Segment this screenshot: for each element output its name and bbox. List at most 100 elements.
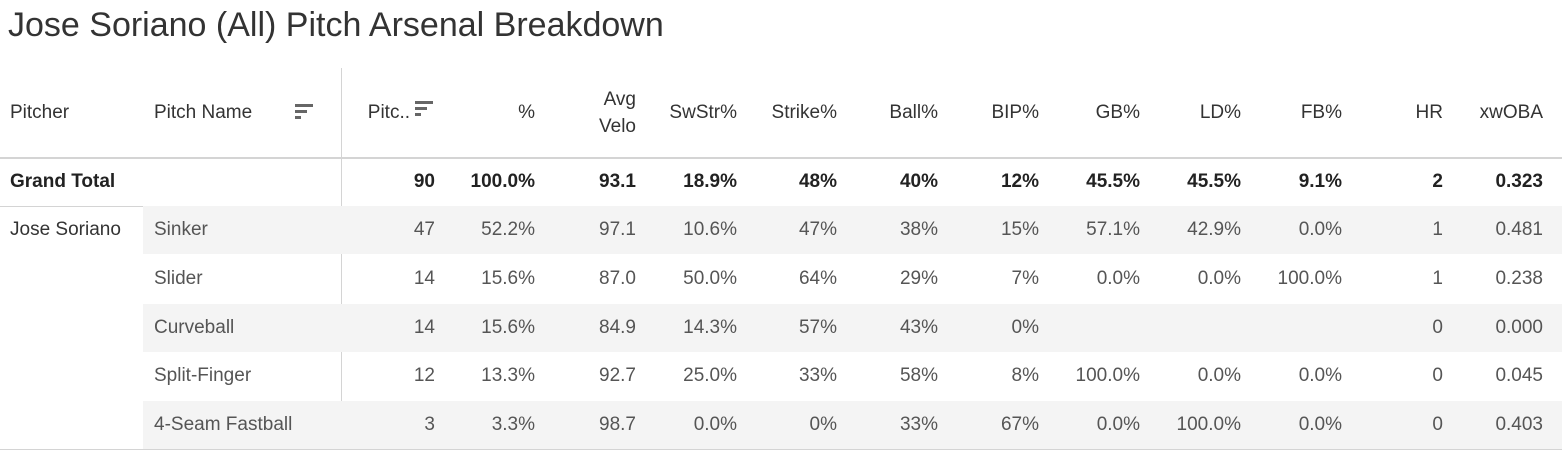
table-cell: 84.9 [599, 317, 636, 338]
table-cell: 0.0% [1096, 268, 1140, 289]
table-cell: 15.6% [481, 317, 535, 338]
table-cell: 8% [1011, 365, 1039, 386]
column-header[interactable]: FB% [1300, 102, 1342, 123]
row-label: 4-Seam Fastball [154, 414, 293, 435]
table-cell: 12% [1000, 171, 1039, 192]
table-cell: 48% [798, 171, 837, 192]
table-cell: 90 [413, 171, 435, 192]
table-cell: 0.0% [1298, 365, 1342, 386]
table-cell: 29% [899, 268, 938, 289]
column-header[interactable]: Ball% [889, 102, 938, 123]
table-cell: 1 [1432, 268, 1443, 289]
column-header[interactable]: Avg Velo [599, 89, 636, 137]
column-header[interactable]: Pitc.. [367, 102, 410, 123]
table-cell: 0.0% [1197, 268, 1241, 289]
table-cell: 92.7 [599, 365, 636, 386]
table-cell: 2 [1432, 171, 1443, 192]
table-cell: 0.0% [1197, 365, 1241, 386]
table-cell: 18.9% [683, 171, 737, 192]
table-cell: 0.481 [1495, 219, 1543, 240]
table-cell: 0% [1011, 317, 1039, 338]
table-cell: 47% [798, 219, 837, 240]
row-label: Grand Total [10, 171, 116, 192]
table-cell: 3.3% [491, 414, 535, 435]
column-header[interactable]: Pitch Name [154, 102, 253, 123]
table-cell: 33% [798, 365, 837, 386]
table-cell: 98.7 [599, 414, 636, 435]
column-header[interactable]: xwOBA [1479, 102, 1543, 123]
table-cell: 13.3% [481, 365, 535, 386]
table-cell: 0.045 [1495, 365, 1543, 386]
column-header[interactable]: Pitcher [10, 102, 70, 123]
row-label: Split-Finger [154, 365, 252, 386]
table-cell: 67% [1000, 414, 1039, 435]
table-cell: 0.403 [1495, 414, 1543, 435]
table-cell: 15.6% [481, 268, 535, 289]
table-cell: 0 [1432, 365, 1443, 386]
table-cell: 0.0% [1096, 414, 1140, 435]
table-cell: 0.0% [1298, 414, 1342, 435]
table-cell: 50.0% [683, 268, 737, 289]
table-cell: 14 [413, 268, 435, 289]
sort-icon[interactable] [415, 101, 435, 119]
row-shade [143, 206, 1562, 254]
column-header[interactable]: BIP% [991, 102, 1039, 123]
sort-icon[interactable] [295, 104, 315, 122]
table-cell: 40% [899, 171, 938, 192]
row-label: Jose Soriano [10, 219, 121, 240]
table-cell: 57.1% [1086, 219, 1140, 240]
table-cell: 3 [424, 414, 435, 435]
table-cell: 1 [1432, 219, 1443, 240]
table-cell: 7% [1011, 268, 1039, 289]
title: Jose Soriano (All) Pitch Arsenal Breakdo… [8, 6, 664, 44]
table-cell: 14 [413, 317, 435, 338]
table-cell: 45.5% [1187, 171, 1241, 192]
column-divider [341, 68, 342, 450]
table-cell: 52.2% [481, 219, 535, 240]
table-cell: 97.1 [599, 219, 636, 240]
header-rule [0, 157, 1562, 159]
table-cell: 15% [1000, 219, 1039, 240]
table-cell: 0.000 [1495, 317, 1543, 338]
table-cell: 0.238 [1495, 268, 1543, 289]
row-label: Sinker [154, 219, 208, 240]
table-cell: 0 [1432, 414, 1443, 435]
table-cell: 43% [899, 317, 938, 338]
table-cell: 100.0% [1075, 365, 1140, 386]
table-cell: 47 [413, 219, 435, 240]
table-cell: 0.0% [693, 414, 737, 435]
table-cell: 58% [899, 365, 938, 386]
column-header[interactable]: Strike% [771, 102, 837, 123]
table-cell: 12 [413, 365, 435, 386]
table-cell: 100.0% [1277, 268, 1342, 289]
table-cell: 57% [798, 317, 837, 338]
table-cell: 100.0% [470, 171, 535, 192]
row-label: Slider [154, 268, 203, 289]
table-cell: 42.9% [1187, 219, 1241, 240]
table-cell: 45.5% [1086, 171, 1140, 192]
table-cell: 38% [899, 219, 938, 240]
table-cell: 25.0% [683, 365, 737, 386]
table-cell: 0.0% [1298, 219, 1342, 240]
column-header[interactable]: SwStr% [669, 102, 737, 123]
column-header[interactable]: LD% [1199, 102, 1241, 123]
row-shade [143, 401, 1562, 449]
table-cell: 33% [899, 414, 938, 435]
table-cell: 64% [798, 268, 837, 289]
bottom-rule [0, 449, 1562, 450]
column-header[interactable]: GB% [1095, 102, 1140, 123]
table-cell: 14.3% [683, 317, 737, 338]
row-shade [143, 304, 1562, 352]
table-cell: 100.0% [1176, 414, 1241, 435]
row-label: Curveball [154, 317, 235, 338]
table-cell: 10.6% [683, 219, 737, 240]
column-header[interactable]: HR [1415, 102, 1443, 123]
table-cell: 0% [809, 414, 837, 435]
table-cell: 0 [1432, 317, 1443, 338]
table-cell: 93.1 [599, 171, 636, 192]
table-cell: 9.1% [1298, 171, 1342, 192]
column-header[interactable]: % [518, 102, 535, 123]
table-cell: 87.0 [599, 268, 636, 289]
table-cell: 0.323 [1495, 171, 1543, 192]
